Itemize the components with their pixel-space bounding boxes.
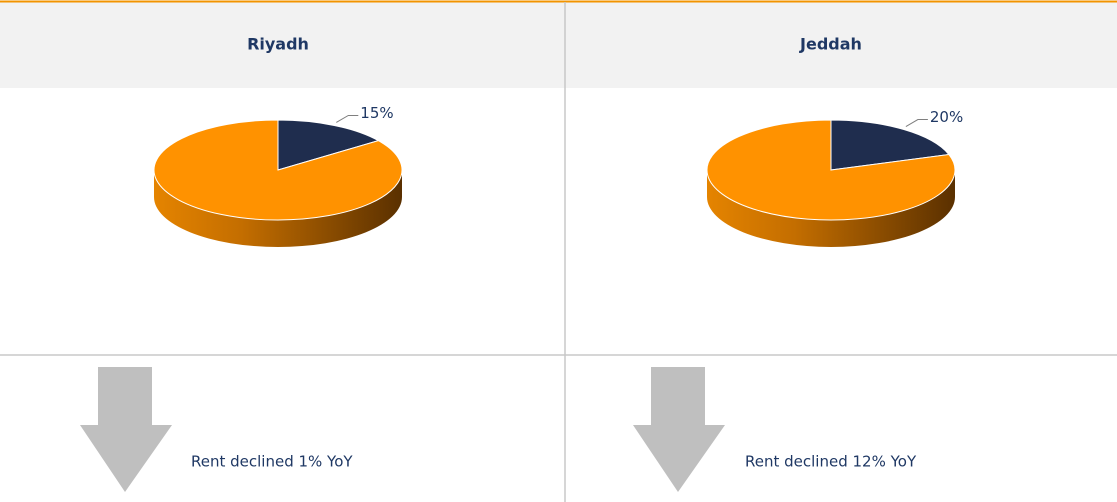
column-header: Riyadh bbox=[247, 35, 309, 54]
down-arrow bbox=[633, 367, 725, 492]
column-header: Jeddah bbox=[799, 35, 862, 54]
pie-side bbox=[154, 170, 402, 247]
pie-slice bbox=[830, 119, 950, 171]
pie-slice bbox=[153, 119, 403, 221]
down-arrow bbox=[80, 367, 172, 492]
note: Rent declined 12% YoY bbox=[745, 453, 917, 471]
note: Rent declined 1% YoY bbox=[191, 453, 353, 471]
pie-side bbox=[707, 170, 955, 247]
leader-line bbox=[905, 119, 928, 127]
data-label: 20% bbox=[930, 108, 963, 126]
header-row bbox=[0, 2, 1117, 88]
pie-slice bbox=[706, 119, 956, 221]
data-label: 15% bbox=[360, 104, 393, 122]
pie-slice bbox=[277, 119, 380, 171]
leader-line bbox=[336, 114, 359, 123]
